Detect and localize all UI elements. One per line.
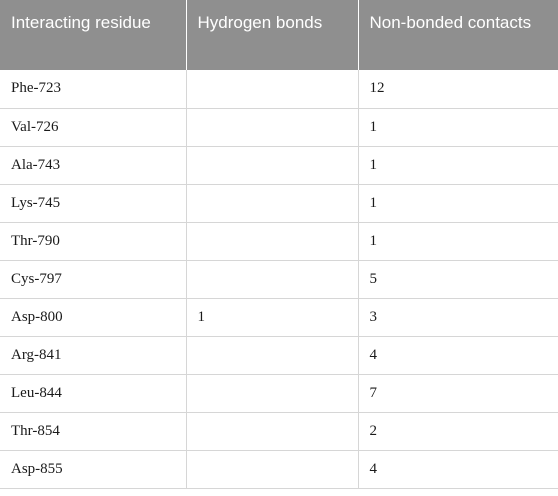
cell-non-bonded-contacts: 7 — [357, 374, 558, 413]
cell-hydrogen-bonds — [185, 450, 358, 489]
cell-residue: Asp-855 — [0, 450, 186, 489]
cell-non-bonded-contacts: 1 — [357, 108, 558, 147]
cell-residue: Ala-743 — [0, 146, 186, 185]
table-row: Asp-855 4 — [0, 450, 558, 489]
cell-non-bonded-contacts: 4 — [357, 336, 558, 375]
header-non-bonded-contacts: Non-bonded contacts — [357, 0, 558, 70]
table-row: Thr-790 1 — [0, 222, 558, 261]
table-row: Val-726 1 — [0, 108, 558, 147]
header-row: Interacting residue Hydrogen bonds Non-b… — [0, 0, 558, 70]
cell-hydrogen-bonds — [185, 108, 358, 147]
cell-hydrogen-bonds — [185, 184, 358, 223]
cell-hydrogen-bonds — [185, 374, 358, 413]
cell-non-bonded-contacts: 1 — [357, 222, 558, 261]
table-header: Interacting residue Hydrogen bonds Non-b… — [0, 0, 558, 70]
cell-non-bonded-contacts: 5 — [357, 260, 558, 299]
cell-hydrogen-bonds — [185, 70, 358, 109]
cell-residue: Leu-844 — [0, 374, 186, 413]
header-interacting-residue: Interacting residue — [11, 13, 151, 32]
cell-residue: Val-726 — [0, 108, 186, 147]
table-row: Phe-723 12 — [0, 70, 558, 109]
cell-residue: Arg-841 — [0, 336, 186, 375]
table-row: Thr-854 2 — [0, 412, 558, 451]
cell-non-bonded-contacts: 1 — [357, 184, 558, 223]
header-hydrogen-bonds: Hydrogen bonds — [185, 0, 358, 70]
cell-non-bonded-contacts: 3 — [357, 298, 558, 337]
cell-hydrogen-bonds — [185, 336, 358, 375]
cell-non-bonded-contacts: 1 — [357, 146, 558, 185]
cell-residue: Thr-790 — [0, 222, 186, 261]
cell-hydrogen-bonds — [185, 412, 358, 451]
table-body: Phe-723 12 Val-726 1 Ala-743 1 Lys-745 1 Thr-790… — [0, 70, 558, 489]
cell-hydrogen-bonds — [185, 260, 358, 299]
table-row: Arg-841 4 — [0, 336, 558, 375]
cell-residue: Phe-723 — [0, 70, 186, 109]
cell-non-bonded-contacts: 12 — [357, 70, 558, 109]
cell-hydrogen-bonds — [185, 146, 358, 185]
cell-residue: Thr-854 — [0, 412, 186, 451]
table-row: Ala-743 1 — [0, 146, 558, 185]
cell-residue: Lys-745 — [0, 184, 186, 223]
table-row: Cys-797 5 — [0, 260, 558, 299]
cell-residue: Asp-800 — [0, 298, 186, 337]
table-row: Leu-844 7 — [0, 374, 558, 413]
cell-residue: Cys-797 — [0, 260, 186, 299]
cell-hydrogen-bonds: 1 — [185, 298, 358, 337]
table-row: Asp-800 1 3 — [0, 298, 558, 337]
cell-non-bonded-contacts: 2 — [357, 412, 558, 451]
cell-hydrogen-bonds — [185, 222, 358, 261]
table-row: Lys-745 1 — [0, 184, 558, 223]
cell-non-bonded-contacts: 4 — [357, 450, 558, 489]
